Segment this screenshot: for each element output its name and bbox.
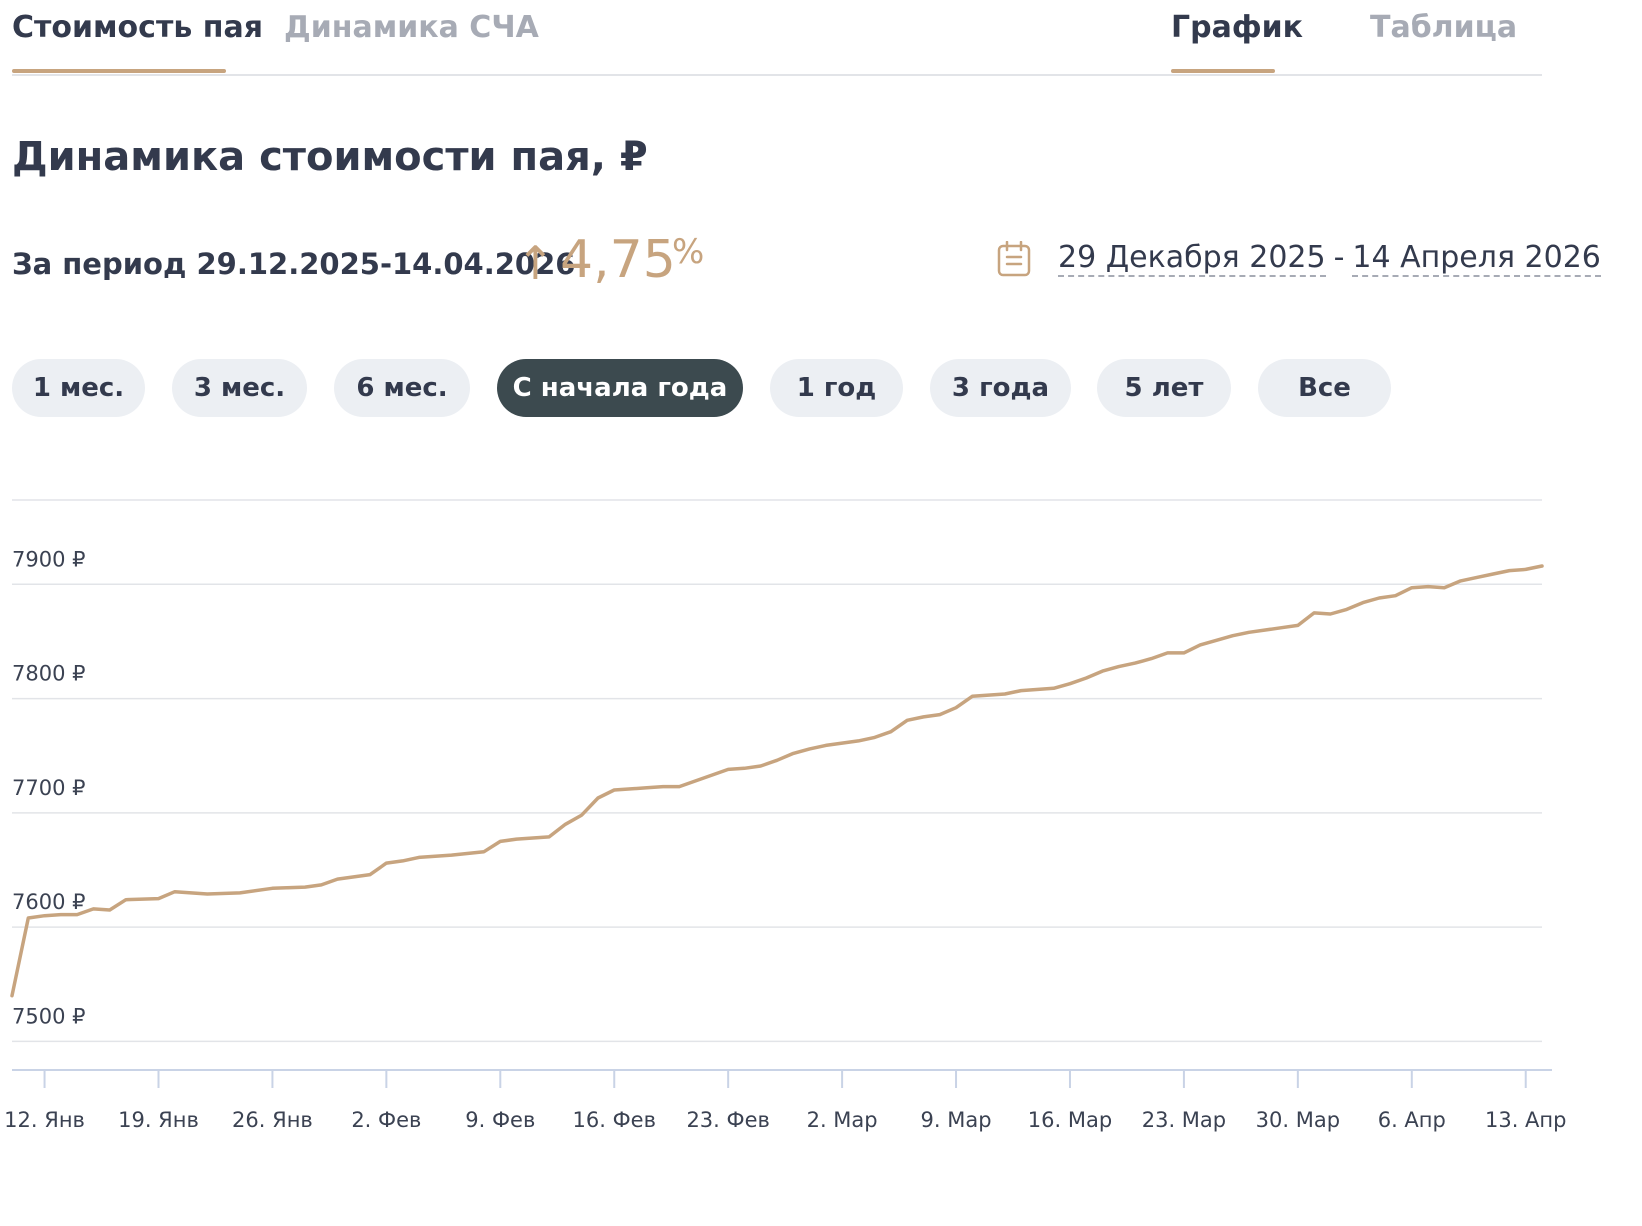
x-tick-label: 9. Мар	[921, 1108, 992, 1132]
tab-share-value-underline	[12, 69, 226, 73]
y-tick-label: 7900 ₽	[12, 547, 85, 571]
x-tick-label: 2. Фев	[351, 1108, 421, 1132]
period-button-6m[interactable]: 6 мес.	[334, 359, 470, 417]
date-range: 29 Декабря 2025-14 Апреля 2026	[1058, 240, 1601, 277]
period-button-1m[interactable]: 1 мес.	[12, 359, 145, 417]
change-unit: %	[672, 232, 705, 272]
tab-nav-dynamics[interactable]: Динамика СЧА	[284, 10, 539, 45]
date-from-link[interactable]: 29 Декабря 2025	[1058, 240, 1326, 277]
period-button-5y[interactable]: 5 лет	[1097, 359, 1231, 417]
tab-share-value[interactable]: Стоимость пая	[12, 10, 263, 45]
x-tick-label: 23. Мар	[1142, 1108, 1226, 1132]
x-tick-label: 23. Фев	[686, 1108, 769, 1132]
x-tick-label: 19. Янв	[118, 1108, 199, 1132]
period-button-all[interactable]: Все	[1258, 359, 1391, 417]
page-title: Динамика стоимости пая, ₽	[12, 134, 648, 180]
date-separator: -	[1333, 240, 1345, 275]
x-tick-label: 12. Янв	[4, 1108, 85, 1132]
y-tick-label: 7500 ₽	[12, 1004, 85, 1028]
share-value-chart: 7500 ₽ 7600 ₽ 7700 ₽ 7800 ₽ 7900 ₽ 12. Янв 19.…	[4, 499, 1567, 1132]
period-button-3m[interactable]: 3 мес.	[172, 359, 307, 417]
period-button-1y[interactable]: 1 год	[770, 359, 903, 417]
tab-chart-underline	[1171, 69, 1275, 73]
period-button-3y[interactable]: 3 года	[930, 359, 1071, 417]
x-tick-label: 13. Апр	[1485, 1108, 1567, 1132]
calendar-icon[interactable]	[997, 241, 1031, 277]
date-to-link[interactable]: 14 Апреля 2026	[1352, 240, 1601, 277]
x-tick-label: 16. Мар	[1028, 1108, 1112, 1132]
change-value: 4,75	[560, 230, 676, 290]
up-arrow-icon: ↑	[516, 236, 555, 290]
x-tick-label: 26. Янв	[232, 1108, 313, 1132]
tab-chart[interactable]: График	[1171, 10, 1303, 45]
x-tick-label: 16. Фев	[573, 1108, 656, 1132]
tabs-bar	[12, 0, 1542, 76]
x-tick-label: 6. Апр	[1378, 1108, 1446, 1132]
y-tick-label: 7800 ₽	[12, 662, 85, 686]
x-tick-label: 30. Мар	[1256, 1108, 1340, 1132]
x-tick-label: 2. Мар	[807, 1108, 878, 1132]
period-label: За период 29.12.2025-14.04.2026	[12, 247, 576, 281]
series-line	[10, 564, 1544, 998]
tab-table[interactable]: Таблица	[1370, 10, 1518, 45]
period-button-ytd[interactable]: С начала года	[497, 359, 743, 417]
y-tick-label: 7700 ₽	[12, 776, 85, 800]
x-tick-label: 9. Фев	[465, 1108, 535, 1132]
y-tick-label: 7600 ₽	[12, 890, 85, 914]
